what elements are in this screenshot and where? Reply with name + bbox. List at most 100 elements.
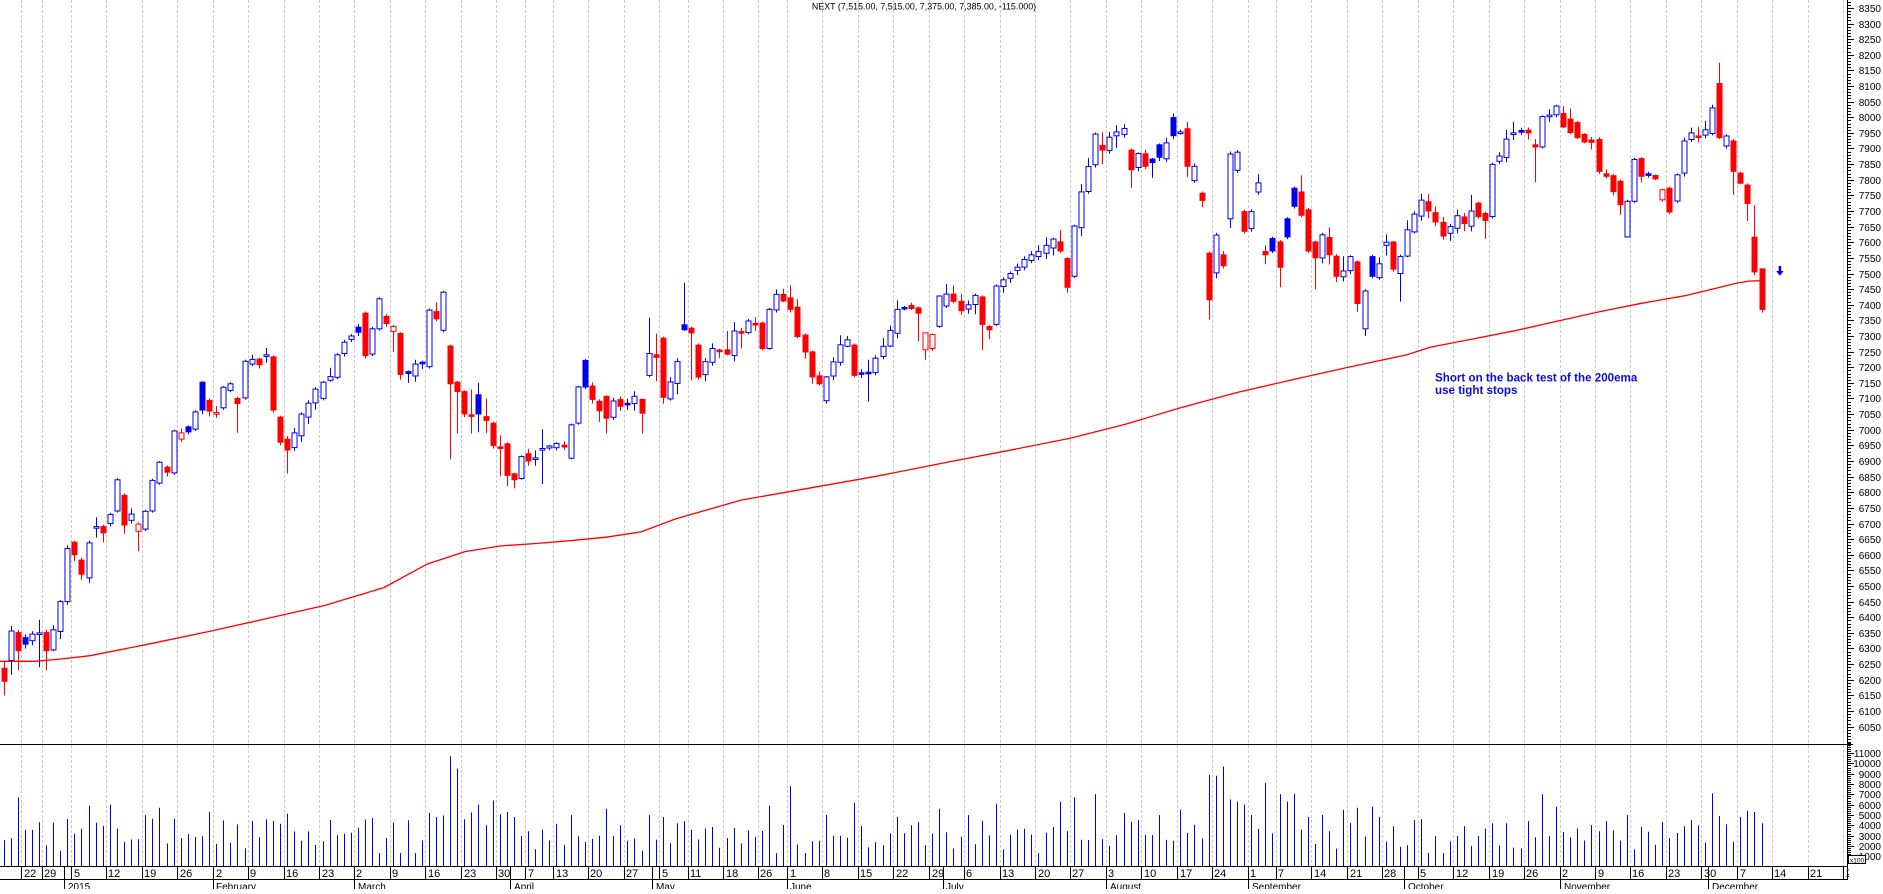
- svg-text:30: 30: [498, 868, 510, 880]
- svg-text:23: 23: [322, 868, 334, 880]
- svg-text:December: December: [1712, 882, 1759, 889]
- svg-text:12: 12: [1456, 868, 1468, 880]
- svg-text:August: August: [1110, 882, 1141, 889]
- svg-text:16: 16: [286, 868, 298, 880]
- svg-text:7050: 7050: [1859, 410, 1882, 421]
- svg-text:6650: 6650: [1859, 535, 1882, 546]
- svg-text:6450: 6450: [1859, 598, 1882, 609]
- svg-text:27: 27: [1072, 868, 1084, 880]
- svg-text:23: 23: [464, 868, 476, 880]
- svg-text:3000: 3000: [1859, 832, 1882, 843]
- svg-text:11: 11: [690, 868, 701, 880]
- svg-text:14: 14: [1314, 868, 1326, 880]
- svg-text:21: 21: [1810, 868, 1822, 880]
- svg-text:8250: 8250: [1859, 35, 1882, 46]
- svg-text:July: July: [946, 882, 964, 889]
- svg-text:6: 6: [966, 868, 972, 880]
- svg-text:21: 21: [1350, 868, 1362, 880]
- svg-text:Short on the back test of the: Short on the back test of the 200ema: [1435, 372, 1638, 385]
- svg-text:29: 29: [932, 868, 944, 880]
- svg-text:14: 14: [1774, 868, 1786, 880]
- svg-text:June: June: [790, 882, 812, 889]
- svg-text:1000: 1000: [1859, 852, 1882, 863]
- svg-text:9000: 9000: [1859, 770, 1882, 781]
- svg-text:19: 19: [144, 868, 156, 880]
- svg-text:November: November: [1564, 882, 1611, 889]
- svg-text:7850: 7850: [1859, 160, 1882, 171]
- svg-text:6750: 6750: [1859, 504, 1882, 515]
- svg-text:16: 16: [428, 868, 440, 880]
- svg-text:9: 9: [250, 868, 256, 880]
- svg-text:7100: 7100: [1859, 394, 1882, 405]
- svg-text:7000: 7000: [1859, 790, 1882, 801]
- svg-text:7550: 7550: [1859, 254, 1882, 265]
- svg-text:1: 1: [1250, 868, 1256, 880]
- svg-text:8100: 8100: [1859, 82, 1882, 93]
- svg-text:5: 5: [74, 868, 80, 880]
- svg-text:5000: 5000: [1859, 811, 1882, 822]
- svg-text:28: 28: [1384, 868, 1396, 880]
- svg-text:1: 1: [790, 868, 796, 880]
- svg-text:18: 18: [726, 868, 738, 880]
- svg-text:13: 13: [1002, 868, 1014, 880]
- svg-text:4000: 4000: [1859, 821, 1882, 832]
- svg-text:May: May: [656, 882, 675, 889]
- svg-text:8000: 8000: [1859, 780, 1882, 791]
- svg-text:7250: 7250: [1859, 348, 1882, 359]
- svg-text:7900: 7900: [1859, 144, 1882, 155]
- svg-text:8200: 8200: [1859, 51, 1882, 62]
- svg-text:6150: 6150: [1859, 691, 1882, 702]
- svg-text:7400: 7400: [1859, 301, 1882, 312]
- svg-text:7500: 7500: [1859, 270, 1882, 281]
- svg-text:9: 9: [1598, 868, 1604, 880]
- svg-text:8150: 8150: [1859, 66, 1882, 77]
- svg-text:20: 20: [1038, 868, 1050, 880]
- svg-text:6200: 6200: [1859, 676, 1882, 687]
- svg-text:7: 7: [528, 868, 534, 880]
- svg-text:February: February: [216, 882, 256, 889]
- svg-text:15: 15: [860, 868, 872, 880]
- svg-text:2: 2: [1562, 868, 1568, 880]
- svg-text:16: 16: [1632, 868, 1644, 880]
- svg-text:7150: 7150: [1859, 379, 1882, 390]
- svg-text:20: 20: [590, 868, 602, 880]
- svg-text:6900: 6900: [1859, 457, 1882, 468]
- svg-text:26: 26: [180, 868, 192, 880]
- svg-text:6950: 6950: [1859, 441, 1882, 452]
- svg-text:2: 2: [216, 868, 222, 880]
- svg-text:27: 27: [626, 868, 638, 880]
- svg-text:7000: 7000: [1859, 426, 1882, 437]
- svg-text:6500: 6500: [1859, 582, 1882, 593]
- svg-text:6300: 6300: [1859, 644, 1882, 655]
- svg-text:12: 12: [108, 868, 120, 880]
- svg-text:6000: 6000: [1859, 801, 1882, 812]
- svg-text:7300: 7300: [1859, 332, 1882, 343]
- svg-text:NEXT (7,515.00, 7,515.00, 7,37: NEXT (7,515.00, 7,515.00, 7,375.00, 7,38…: [812, 2, 1036, 12]
- svg-text:6550: 6550: [1859, 566, 1882, 577]
- svg-text:7750: 7750: [1859, 191, 1882, 202]
- svg-text:7700: 7700: [1859, 207, 1882, 218]
- svg-text:22: 22: [896, 868, 908, 880]
- svg-text:6400: 6400: [1859, 613, 1882, 624]
- svg-text:6100: 6100: [1859, 707, 1882, 718]
- svg-text:6350: 6350: [1859, 629, 1882, 640]
- svg-text:7: 7: [1740, 868, 1746, 880]
- svg-text:March: March: [358, 882, 386, 889]
- svg-text:7800: 7800: [1859, 176, 1882, 187]
- svg-text:September: September: [1252, 882, 1302, 889]
- svg-text:7350: 7350: [1859, 316, 1882, 327]
- svg-text:2015: 2015: [68, 882, 91, 889]
- svg-text:7650: 7650: [1859, 223, 1882, 234]
- svg-text:6600: 6600: [1859, 551, 1882, 562]
- svg-text:11000: 11000: [1854, 749, 1882, 760]
- svg-text:23: 23: [1668, 868, 1680, 880]
- svg-text:use tight stops: use tight stops: [1435, 384, 1517, 397]
- svg-text:30: 30: [1704, 868, 1716, 880]
- svg-text:April: April: [514, 882, 534, 889]
- svg-text:6700: 6700: [1859, 520, 1882, 531]
- svg-text:17: 17: [1180, 868, 1192, 880]
- svg-text:26: 26: [760, 868, 772, 880]
- svg-text:5: 5: [1420, 868, 1426, 880]
- svg-text:24: 24: [1214, 868, 1226, 880]
- svg-text:6050: 6050: [1859, 723, 1882, 734]
